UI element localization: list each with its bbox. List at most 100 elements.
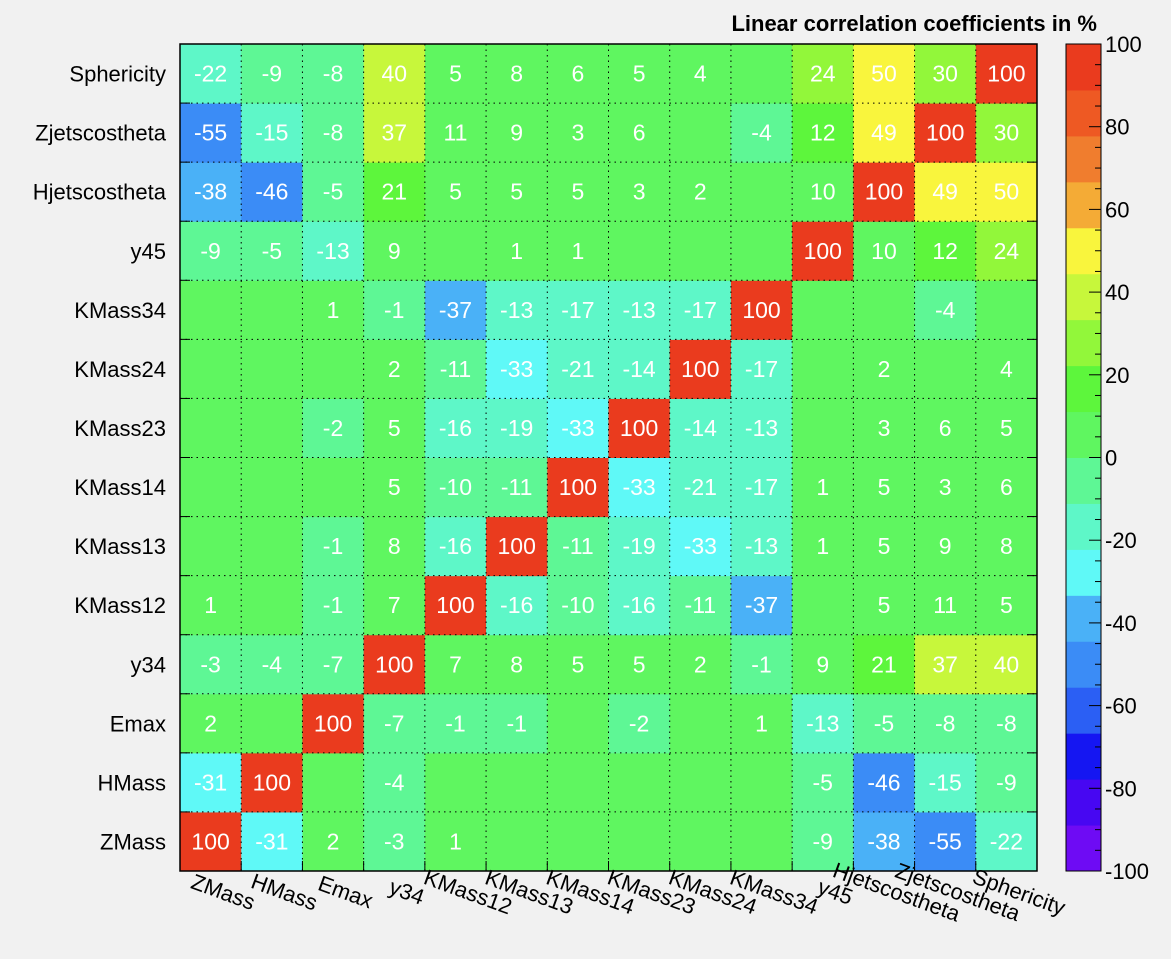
cell-value: 100 [742,297,780,323]
cell-value: 9 [388,238,401,264]
heatmap-cell [363,398,426,458]
heatmap-cell [669,398,732,458]
cell-value: 100 [620,415,658,441]
heatmap-cell [914,575,977,636]
heatmap-cell [853,398,916,458]
heatmap-cell [975,44,1038,104]
cell-value: -46 [867,769,900,795]
scale-color-bin [1066,365,1101,413]
heatmap-cell [180,634,242,695]
heatmap-cell [547,280,609,340]
y-axis-label: y45 [131,239,166,264]
cell-value: -31 [255,828,288,854]
cell-value: 100 [436,592,474,618]
heatmap-cell [914,693,977,754]
cell-value: 5 [633,61,646,87]
cell-value: -17 [684,297,717,323]
heatmap-cell [975,634,1038,695]
cell-value: -10 [561,592,594,618]
cell-value: -9 [200,238,220,264]
heatmap-cell [853,634,916,695]
cell-value: 6 [633,120,646,146]
heatmap-cell [669,693,732,754]
heatmap-cell [914,44,977,104]
cell-value: -14 [622,356,655,382]
scale-label: -20 [1105,528,1137,553]
cell-value: 5 [571,651,584,677]
heatmap-cell [792,457,854,518]
cell-value: 5 [1000,592,1013,618]
y-axis-ticks [180,43,1037,872]
heatmap-cell [730,634,793,695]
y-axis-label: HMass [98,770,166,795]
heatmap-cell [975,752,1038,813]
heatmap-cell [424,693,487,754]
heatmap-cell [180,811,242,872]
heatmap-cell [792,516,854,577]
heatmap-cell [547,103,609,163]
heatmap-cell [486,516,548,577]
heatmap-cell [669,162,732,222]
heatmap-cell [180,693,242,754]
heatmap-cell [302,693,365,754]
cell-value: 1 [327,297,340,323]
cell-value: 100 [865,179,903,205]
cell-value: -17 [745,356,778,382]
cell-value: -9 [262,61,282,87]
cell-value: 8 [1000,533,1013,559]
scale-label: -100 [1105,859,1149,884]
cell-value: -22 [990,828,1023,854]
cell-value: 30 [994,120,1020,146]
cell-value: 24 [994,238,1020,264]
y-axis-label: Emax [110,711,166,736]
cell-value: 37 [932,651,958,677]
heatmap-cell [547,693,609,754]
cell-value: 6 [1000,474,1013,500]
heatmap-cell [363,162,426,222]
cell-value: -17 [745,474,778,500]
heatmap-cell [975,103,1038,163]
cell-value: 30 [932,61,958,87]
cell-value: -11 [501,474,533,500]
cell-value: -55 [194,120,227,146]
cell-value: -16 [439,415,472,441]
cell-value: -33 [500,356,533,382]
heatmap-cell [363,221,426,281]
heatmap-cell [669,811,732,872]
cell-value: -11 [440,356,472,382]
cell-value: 5 [510,179,523,205]
cell-value: -33 [684,533,717,559]
cell-value: 7 [449,651,462,677]
heatmap-cell [424,162,487,222]
heatmap-cell [792,398,854,458]
heatmap-cell [424,398,487,458]
heatmap-cell [792,280,854,340]
cell-value: 9 [510,120,523,146]
heatmap-cell [424,44,487,104]
cell-value: -1 [445,710,465,736]
heatmap-cell [608,575,671,636]
cell-value: -22 [194,61,227,87]
heatmap-cell [486,44,548,104]
cell-value: -1 [506,710,526,736]
cell-value: 5 [571,179,584,205]
heatmap-cell [424,516,487,577]
y-axis-label: Hjetscostheta [33,180,167,205]
heatmap-cell [975,693,1038,754]
heatmap-cell [424,280,487,340]
cell-value: -11 [685,592,717,618]
heatmap-cell [180,280,242,340]
heatmap-cell [302,811,365,872]
heatmap-cell [975,516,1038,577]
cell-value: -7 [384,710,404,736]
y-axis-label: y34 [131,652,166,677]
cell-value: -16 [622,592,655,618]
heatmap-cell [669,280,732,340]
heatmap-cell [241,752,303,813]
scale-color-bin [1066,549,1101,596]
heatmap-cell [853,693,916,754]
heatmap-cell [792,44,854,104]
heatmap-cell [486,398,548,458]
cell-value: 8 [510,61,523,87]
heatmap-cell [302,162,365,222]
